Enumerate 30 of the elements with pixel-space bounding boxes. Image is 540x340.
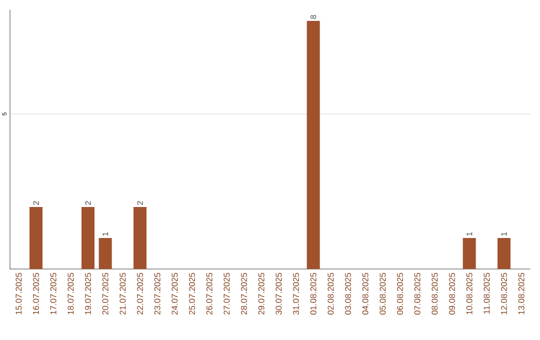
x-tick-label: 10.08.2025 xyxy=(466,272,472,314)
x-tick-label: 27.07.2025 xyxy=(224,272,230,314)
x-tick-label: 12.08.2025 xyxy=(501,272,507,314)
x-tick-label: 07.08.2025 xyxy=(414,272,420,315)
x-tick-label: 21.07.2025 xyxy=(120,272,126,314)
x-tick-label: 16.07.2025 xyxy=(33,272,39,314)
x-tick-label: 26.07.2025 xyxy=(206,272,212,314)
x-tick-label: 19.07.2025 xyxy=(85,272,91,314)
x-tick-label: 05.08.2025 xyxy=(380,272,386,315)
x-tick-label: 08.08.2025 xyxy=(432,272,438,315)
x-tick-label: 23.07.2025 xyxy=(154,272,160,314)
x-tick-label: 15.07.2025 xyxy=(16,272,22,314)
x-tick-label: 03.08.2025 xyxy=(345,272,351,315)
x-tick-label: 18.07.2025 xyxy=(68,272,74,314)
x-tick-label: 30.07.2025 xyxy=(276,272,282,315)
x-tick-label: 29.07.2025 xyxy=(258,272,264,314)
x-tick-label: 01.08.2025 xyxy=(310,272,316,315)
x-tick-label: 11.08.2025 xyxy=(484,272,490,314)
x-tick-label: 06.08.2025 xyxy=(397,272,403,315)
x-tick-label: 13.08.2025 xyxy=(518,272,524,314)
x-tick-label: 04.08.2025 xyxy=(362,272,368,315)
x-tick-label: 24.07.2025 xyxy=(172,272,178,314)
x-tick-label: 20.07.2025 xyxy=(102,272,108,314)
x-tick-label: 02.08.2025 xyxy=(328,272,334,315)
x-tick-label: 28.07.2025 xyxy=(241,272,247,314)
x-tick-label: 17.07.2025 xyxy=(50,272,56,314)
x-tick-label: 09.08.2025 xyxy=(449,272,455,315)
x-tick-label: 31.07.2025 xyxy=(293,272,299,315)
x-tick-label: 22.07.2025 xyxy=(137,272,143,314)
x-tick-label: 25.07.2025 xyxy=(189,272,195,314)
